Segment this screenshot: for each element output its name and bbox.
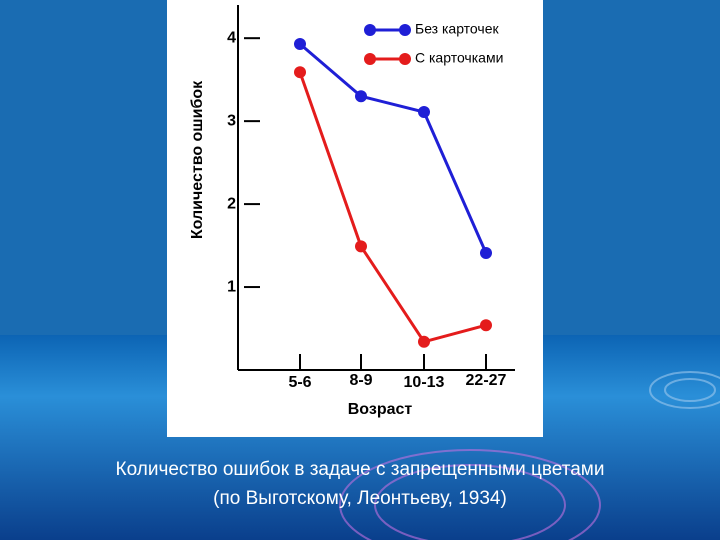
- data-point: [480, 247, 492, 260]
- chart: Количество ошибок Возраст 1 2 3 4 5-6 8-9 10-1…: [189, 5, 515, 418]
- legend-marker: [364, 24, 376, 36]
- data-point: [418, 106, 430, 119]
- decoration: [339, 371, 720, 545]
- series-line: [299, 42, 488, 254]
- legend-label: С карточками: [415, 50, 503, 66]
- x-tick-label: 10-13: [404, 374, 445, 391]
- data-point: [294, 37, 306, 50]
- data-point: [355, 90, 367, 103]
- legend-label: Без карточек: [415, 21, 499, 37]
- data-point: [418, 335, 430, 348]
- y-axis-label: Количество ошибок: [189, 80, 206, 239]
- legend-marker: [399, 24, 411, 36]
- data-point: [355, 240, 367, 253]
- x-tick-label: 8-9: [349, 372, 372, 389]
- data-point: [294, 66, 306, 79]
- y-tick-label: 3: [227, 112, 236, 129]
- y-tick-label: 1: [227, 278, 236, 295]
- x-tick-label: 5-6: [288, 374, 311, 391]
- series-line: [298, 71, 487, 344]
- caption: Количество ошибок в задаче с запрещенным…: [116, 459, 605, 480]
- y-tick-label: 4: [227, 29, 236, 46]
- data-point: [480, 319, 492, 332]
- x-tick-label: 22-27: [466, 372, 507, 389]
- chart-panel: [167, 0, 543, 437]
- legend-marker: [399, 53, 411, 65]
- legend-marker: [364, 53, 376, 65]
- caption: (по Выготскому, Леонтьеву, 1934): [213, 488, 507, 509]
- y-tick-label: 2: [227, 195, 236, 212]
- x-axis-label: Возраст: [348, 401, 413, 418]
